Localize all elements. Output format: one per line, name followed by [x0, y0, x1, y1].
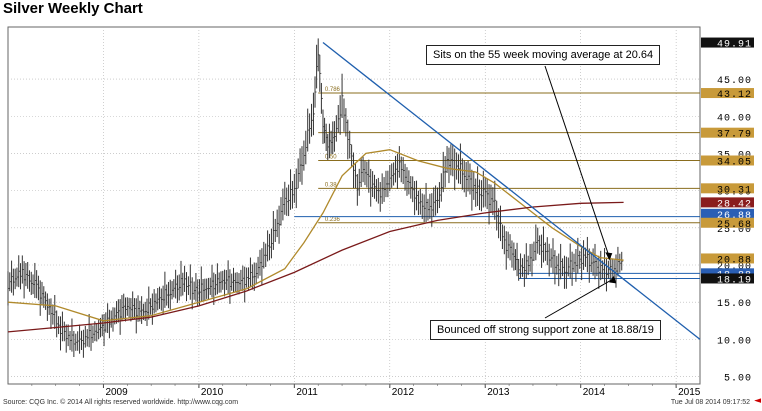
- callout-support-zone: Bounced off strong support zone at 18.88…: [430, 320, 661, 340]
- price-tag-label: 30.31: [717, 185, 752, 196]
- price-tag-box: [701, 253, 754, 264]
- callout-arrowhead-ma: [605, 252, 613, 261]
- fib-level-label: 0.38: [325, 182, 337, 188]
- ma-long-term-line: [7, 201, 624, 333]
- downtrend-line: [322, 42, 701, 340]
- y-tick-label: 20.00: [717, 262, 752, 273]
- price-tag-box: [701, 183, 754, 194]
- price-tag-label: 25.68: [717, 220, 752, 231]
- price-tag-box: [701, 208, 754, 219]
- callout-arrowhead-support: [609, 275, 617, 284]
- price-tag-box: [701, 88, 754, 99]
- fib-level-label: 0.50: [325, 155, 337, 161]
- price-tag-box: [701, 127, 754, 138]
- x-tick-label: 2011: [296, 387, 318, 398]
- price-tag-label: 49.91: [717, 40, 752, 51]
- y-tick-label: 40.00: [717, 113, 752, 124]
- y-tick-label: 5.00: [724, 374, 752, 385]
- timestamp: Tue Jul 08 2014 09:17:52: [670, 399, 750, 406]
- price-tag-box: [701, 273, 754, 284]
- y-tick-label: 10.00: [717, 336, 752, 347]
- x-tick-label: 2010: [201, 387, 224, 398]
- scroll-left-icon[interactable]: ◄: [754, 396, 761, 406]
- price-tag-box: [701, 217, 754, 228]
- x-tick-label: 2009: [105, 387, 128, 398]
- price-tag-label: 37.79: [717, 130, 752, 141]
- chart-title: Silver Weekly Chart: [3, 0, 143, 17]
- y-tick-label: 45.00: [717, 76, 752, 87]
- y-tick-label: 15.00: [717, 299, 752, 310]
- callout-arrow-ma: [544, 65, 610, 258]
- callout-moving-average: Sits on the 55 week moving average at 20…: [426, 45, 661, 65]
- price-tag-label: 34.05: [717, 158, 752, 169]
- ma-55-week-line: [7, 149, 624, 322]
- price-tag-box: [701, 268, 754, 279]
- price-tag-label: 26.88: [717, 211, 752, 222]
- price-tag-label: 28.42: [717, 199, 752, 210]
- x-tick-label: 2014: [583, 387, 606, 398]
- y-tick-label: 25.00: [717, 225, 752, 236]
- callout-arrow-support: [544, 277, 615, 319]
- x-tick-label: 2012: [392, 387, 415, 398]
- price-tag-box: [701, 197, 754, 208]
- x-tick-label: 2015: [678, 387, 701, 398]
- price-tag-label: 43.12: [717, 90, 752, 101]
- price-tag-label: 18.19: [717, 275, 752, 286]
- x-tick-label: 2013: [487, 387, 510, 398]
- price-tag-box: [701, 37, 754, 48]
- fib-level-label: 0.236: [325, 217, 341, 223]
- price-tag-box: [701, 155, 754, 166]
- fib-level-label: 0.786: [325, 87, 341, 93]
- price-tag-label: 20.88: [717, 255, 752, 266]
- source-credit: Source: CQG Inc. © 2014 All rights reser…: [3, 399, 239, 406]
